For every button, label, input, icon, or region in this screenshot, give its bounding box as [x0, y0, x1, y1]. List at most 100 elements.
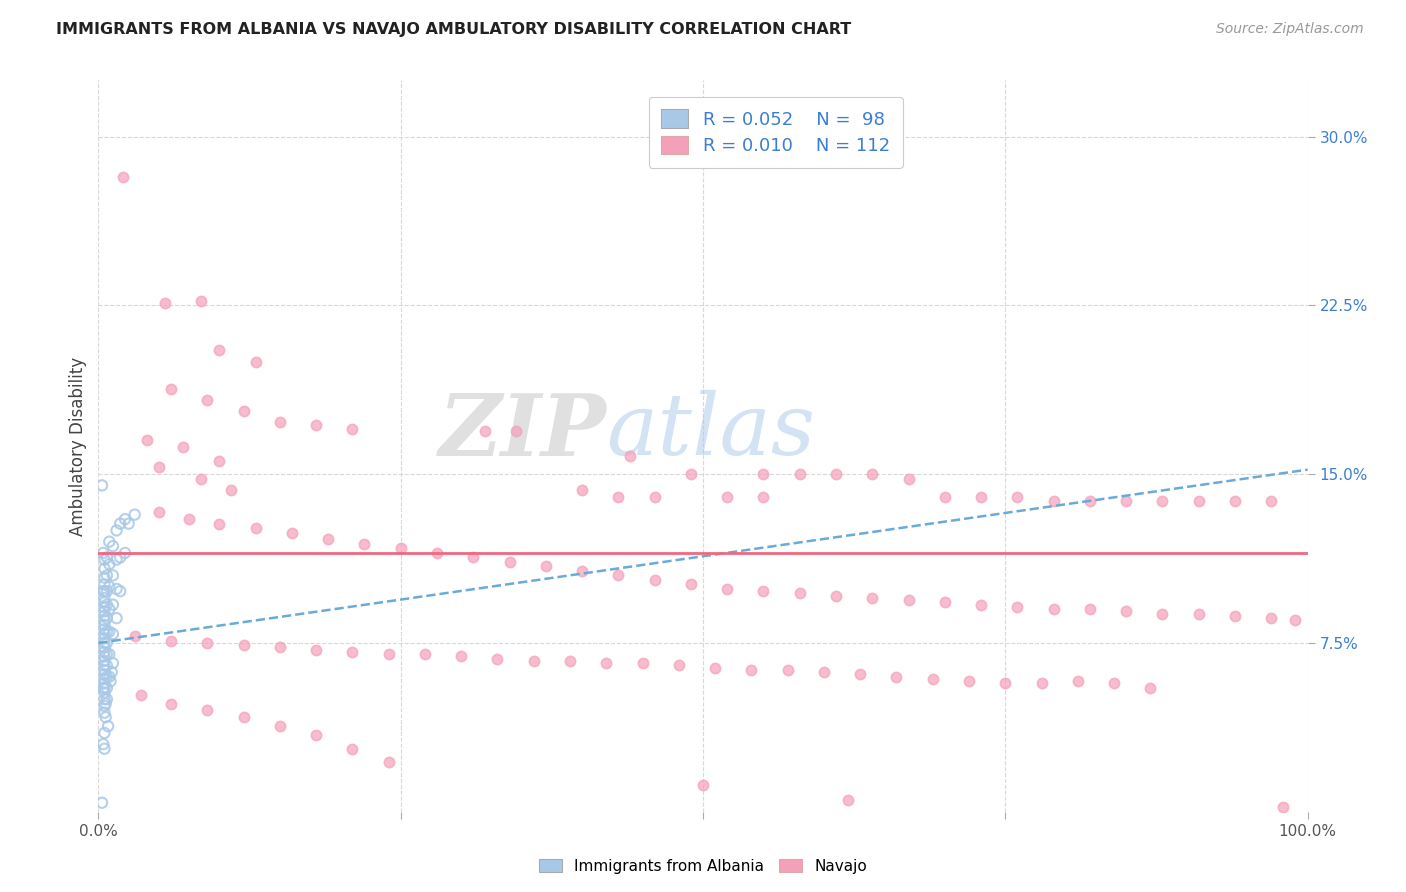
- Point: [93, 627, 115, 641]
- Point: [897, 472, 920, 486]
- Point: [232, 638, 254, 652]
- Point: [93, 599, 115, 614]
- Point: [93, 577, 115, 591]
- Point: [91, 584, 114, 599]
- Point: [98, 580, 121, 594]
- Point: [571, 564, 593, 578]
- Point: [93, 608, 115, 623]
- Point: [389, 541, 412, 556]
- Point: [1007, 599, 1029, 614]
- Point: [208, 516, 231, 531]
- Point: [740, 663, 762, 677]
- Point: [93, 591, 115, 605]
- Point: [114, 546, 136, 560]
- Point: [190, 293, 212, 308]
- Point: [1260, 494, 1282, 508]
- Point: [221, 483, 243, 497]
- Point: [704, 661, 727, 675]
- Point: [232, 710, 254, 724]
- Point: [93, 645, 115, 659]
- Point: [160, 382, 183, 396]
- Point: [94, 697, 117, 711]
- Point: [105, 552, 128, 566]
- Point: [91, 546, 114, 560]
- Legend: R = 0.052    N =  98, R = 0.010    N = 112: R = 0.052 N = 98, R = 0.010 N = 112: [648, 96, 903, 168]
- Point: [505, 425, 527, 439]
- Point: [921, 672, 943, 686]
- Point: [679, 577, 702, 591]
- Point: [96, 670, 118, 684]
- Point: [245, 521, 267, 535]
- Point: [114, 512, 136, 526]
- Point: [135, 434, 157, 448]
- Point: [108, 516, 131, 531]
- Point: [195, 636, 218, 650]
- Point: [96, 636, 118, 650]
- Point: [93, 676, 115, 690]
- Point: [692, 778, 714, 792]
- Point: [413, 647, 436, 661]
- Point: [450, 649, 472, 664]
- Point: [129, 688, 152, 702]
- Point: [474, 425, 496, 439]
- Point: [93, 741, 115, 756]
- Point: [463, 550, 485, 565]
- Point: [1188, 607, 1211, 621]
- Point: [353, 537, 375, 551]
- Point: [377, 755, 399, 769]
- Point: [813, 665, 835, 680]
- Point: [96, 624, 118, 639]
- Point: [1078, 494, 1101, 508]
- Point: [93, 604, 115, 618]
- Text: IMMIGRANTS FROM ALBANIA VS NAVAJO AMBULATORY DISABILITY CORRELATION CHART: IMMIGRANTS FROM ALBANIA VS NAVAJO AMBULA…: [56, 22, 852, 37]
- Point: [93, 685, 115, 699]
- Point: [93, 618, 115, 632]
- Point: [93, 614, 115, 628]
- Point: [160, 633, 183, 648]
- Point: [98, 602, 121, 616]
- Point: [93, 663, 115, 677]
- Point: [849, 667, 872, 681]
- Point: [825, 589, 848, 603]
- Point: [93, 672, 115, 686]
- Point: [96, 584, 118, 599]
- Point: [101, 656, 124, 670]
- Point: [93, 726, 115, 740]
- Point: [93, 692, 115, 706]
- Point: [101, 568, 124, 582]
- Point: [93, 667, 115, 681]
- Point: [789, 586, 811, 600]
- Point: [93, 681, 115, 695]
- Point: [1078, 602, 1101, 616]
- Text: ZIP: ZIP: [439, 390, 606, 473]
- Point: [195, 703, 218, 717]
- Point: [124, 629, 146, 643]
- Point: [1284, 614, 1306, 628]
- Point: [93, 706, 115, 720]
- Point: [644, 490, 666, 504]
- Point: [305, 728, 328, 742]
- Point: [897, 593, 920, 607]
- Point: [98, 647, 121, 661]
- Point: [1067, 674, 1090, 689]
- Point: [970, 490, 993, 504]
- Point: [1188, 494, 1211, 508]
- Point: [93, 698, 115, 713]
- Point: [96, 611, 118, 625]
- Point: [752, 490, 775, 504]
- Point: [93, 640, 115, 655]
- Point: [860, 467, 883, 482]
- Point: [93, 552, 115, 566]
- Point: [269, 416, 291, 430]
- Point: [269, 640, 291, 655]
- Point: [789, 467, 811, 482]
- Point: [101, 627, 124, 641]
- Legend: Immigrants from Albania, Navajo: Immigrants from Albania, Navajo: [533, 853, 873, 880]
- Point: [105, 524, 128, 538]
- Point: [281, 525, 304, 540]
- Point: [752, 467, 775, 482]
- Point: [668, 658, 690, 673]
- Point: [752, 584, 775, 599]
- Point: [886, 670, 908, 684]
- Point: [934, 490, 956, 504]
